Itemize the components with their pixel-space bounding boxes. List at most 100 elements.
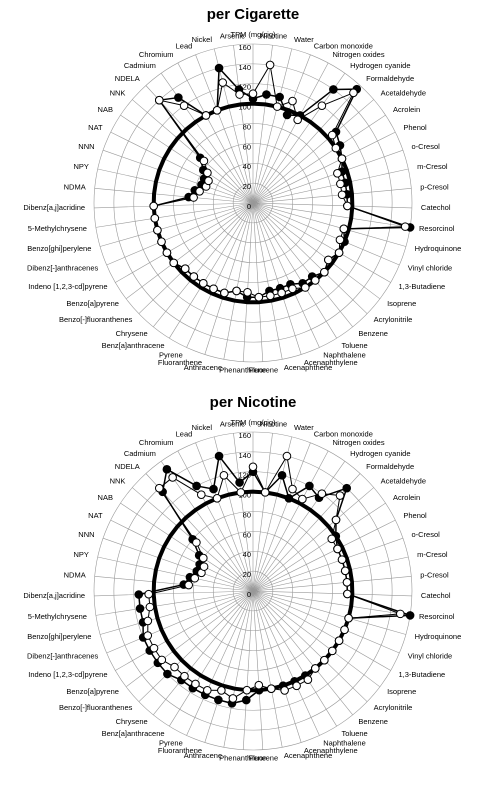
series-marker [342,483,352,493]
r-tick-label: 40 [243,550,251,559]
spoke [115,202,254,283]
category-label: m-Cresol [417,550,448,559]
series-line [138,455,411,705]
series-marker [335,491,345,500]
series-line [151,489,355,693]
series-marker [275,92,284,102]
series-marker [235,478,244,487]
series-marker [170,662,179,672]
series-marker [144,589,154,599]
series-marker [198,553,208,563]
series-marker [195,187,204,196]
series-marker [168,473,177,482]
series-marker [343,589,352,599]
r-tick-label: 160 [238,431,251,440]
series-marker [400,222,410,231]
spoke [252,590,302,743]
category-label: Anthracene [184,751,222,760]
spoke [252,590,368,702]
spoke [177,450,254,592]
category-label: Pyrene [159,739,183,748]
category-label: Acetaldehyde [381,89,426,98]
category-label: Chromium [139,50,174,59]
category-label: NDELA [115,74,140,83]
category-label: Anthracene [184,363,222,372]
series-marker [135,604,145,613]
spoke [94,590,254,597]
category-label: Lead [176,41,193,50]
series-marker [282,110,292,120]
category-label: Water [294,423,314,432]
series-marker [189,272,199,281]
spoke [252,202,353,328]
series-marker [209,284,218,294]
category-label: Nickel [192,35,213,44]
spoke [160,461,254,592]
series-marker [217,686,226,695]
series-marker [349,88,358,98]
spoke [252,202,381,300]
series-marker [180,671,189,681]
series-marker [337,154,347,164]
category-label: m-Cresol [417,162,448,171]
category-label: Indeno [1,2,3-cd]pyrene [28,670,107,679]
spoke [97,168,254,204]
category-label: 5-Methylchrysene [28,224,87,233]
series-marker [260,488,270,497]
chart-title: per Cigarette [207,6,300,23]
series-marker [292,681,301,691]
category-label: NAT [88,511,103,520]
series-marker [220,288,229,298]
spoke [252,590,412,597]
series-marker [196,490,206,499]
category-label: Fluorene [249,366,279,375]
r-tick-label: 0 [247,590,251,599]
series-marker [311,664,320,673]
category-label: 1,3-Butadiene [398,282,445,291]
category-label: Dibenz[-]anthracenes [27,651,99,660]
r-tick-label: 80 [243,122,251,131]
spoke [252,114,386,204]
spoke [252,590,283,748]
series-marker [236,488,246,497]
spoke [252,556,409,592]
series-marker [143,616,153,626]
category-label: o-Cresol [411,530,440,539]
series-marker [145,602,155,612]
spoke [252,590,337,727]
category-label: Phenol [403,123,427,132]
series-marker [254,680,264,690]
series-marker [199,562,209,571]
series-marker [212,494,222,503]
spoke [252,202,264,362]
r-tick-label: 160 [238,43,251,52]
spoke [252,502,386,592]
spoke [213,436,254,592]
series-marker [209,484,218,494]
series-marker [342,577,352,587]
category-label: Chromium [139,438,174,447]
category-label: Vinyl chloride [408,651,452,660]
series-marker [163,669,172,679]
category-label: Acrolein [393,493,420,502]
series-marker [331,515,341,525]
series-marker [149,201,158,211]
spoke [153,202,254,328]
series-marker [184,580,193,590]
series-marker [340,625,349,635]
series-marker [327,130,337,140]
spoke [252,590,407,635]
series-marker [203,168,212,178]
series-marker [192,481,201,491]
spoke [252,73,346,204]
category-label: Carbon monoxide [314,429,373,438]
series-marker [191,679,200,689]
series-marker [180,264,190,274]
spoke [115,590,254,671]
r-tick-label: 80 [243,510,251,519]
series-marker [280,686,289,695]
series-marker [320,655,329,665]
series-marker [190,573,200,583]
